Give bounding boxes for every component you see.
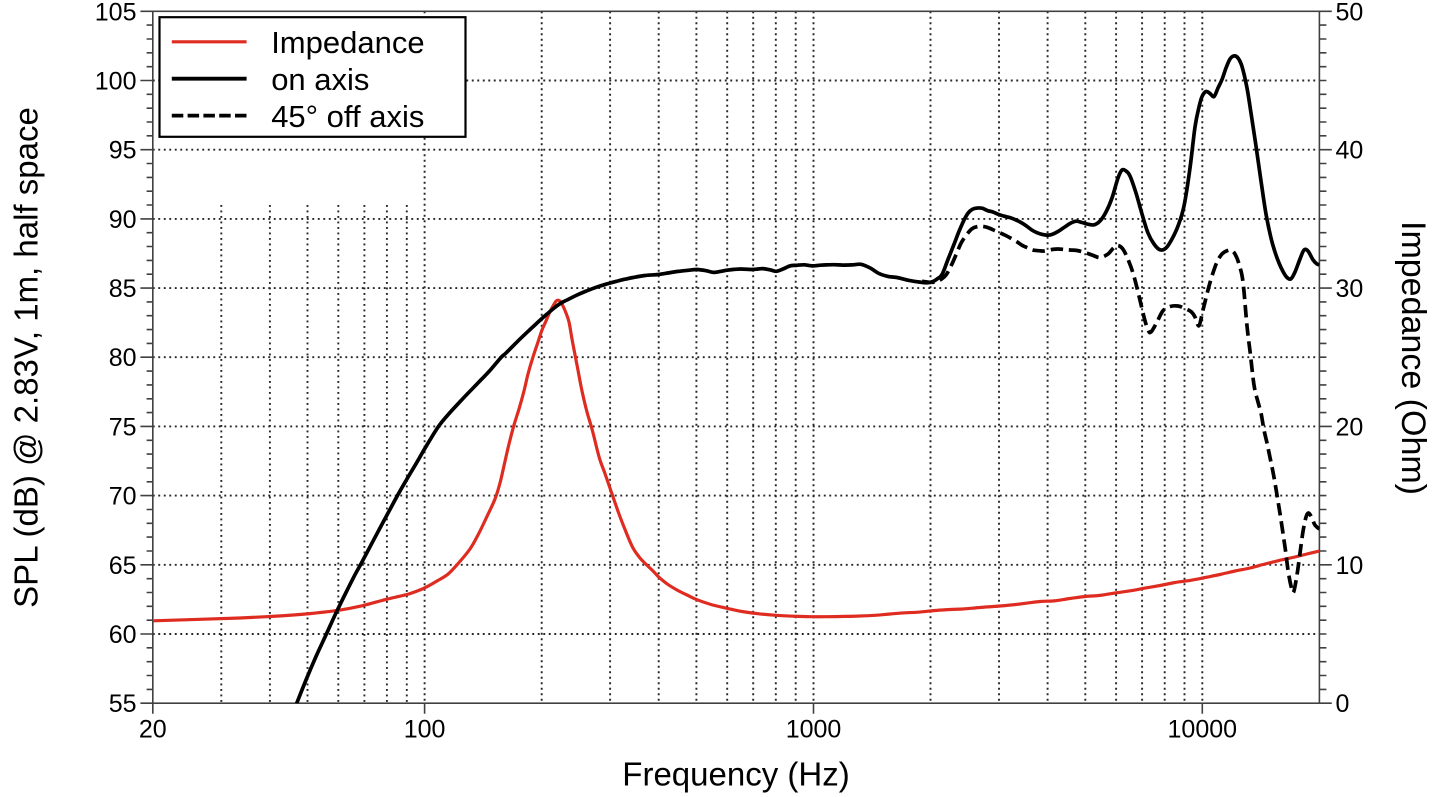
svg-text:100: 100 — [404, 716, 446, 744]
svg-text:50: 50 — [1336, 0, 1364, 26]
svg-text:0: 0 — [1336, 690, 1350, 718]
svg-text:70: 70 — [109, 483, 137, 511]
svg-text:90: 90 — [109, 206, 137, 234]
svg-text:45° off axis: 45° off axis — [271, 99, 424, 134]
svg-text:40: 40 — [1336, 137, 1364, 165]
svg-text:60: 60 — [109, 621, 137, 649]
svg-text:55: 55 — [109, 690, 137, 718]
svg-text:20: 20 — [139, 716, 167, 744]
svg-text:Frequency (Hz): Frequency (Hz) — [622, 756, 849, 793]
svg-text:10: 10 — [1336, 552, 1364, 580]
svg-text:Impedance (Ohm): Impedance (Ohm) — [1394, 221, 1432, 495]
svg-text:Impedance: Impedance — [271, 25, 424, 60]
svg-text:on axis: on axis — [271, 62, 369, 97]
svg-text:105: 105 — [95, 0, 137, 26]
svg-text:85: 85 — [109, 275, 137, 303]
svg-text:65: 65 — [109, 552, 137, 580]
svg-text:1000: 1000 — [786, 716, 842, 744]
svg-text:SPL (dB) @ 2.83V, 1m, half spa: SPL (dB) @ 2.83V, 1m, half space — [8, 107, 45, 608]
svg-text:80: 80 — [109, 344, 137, 372]
svg-text:75: 75 — [109, 413, 137, 441]
svg-text:10000: 10000 — [1168, 716, 1238, 744]
svg-text:20: 20 — [1336, 413, 1364, 441]
svg-text:95: 95 — [109, 137, 137, 165]
svg-text:30: 30 — [1336, 275, 1364, 303]
svg-text:100: 100 — [95, 68, 137, 96]
